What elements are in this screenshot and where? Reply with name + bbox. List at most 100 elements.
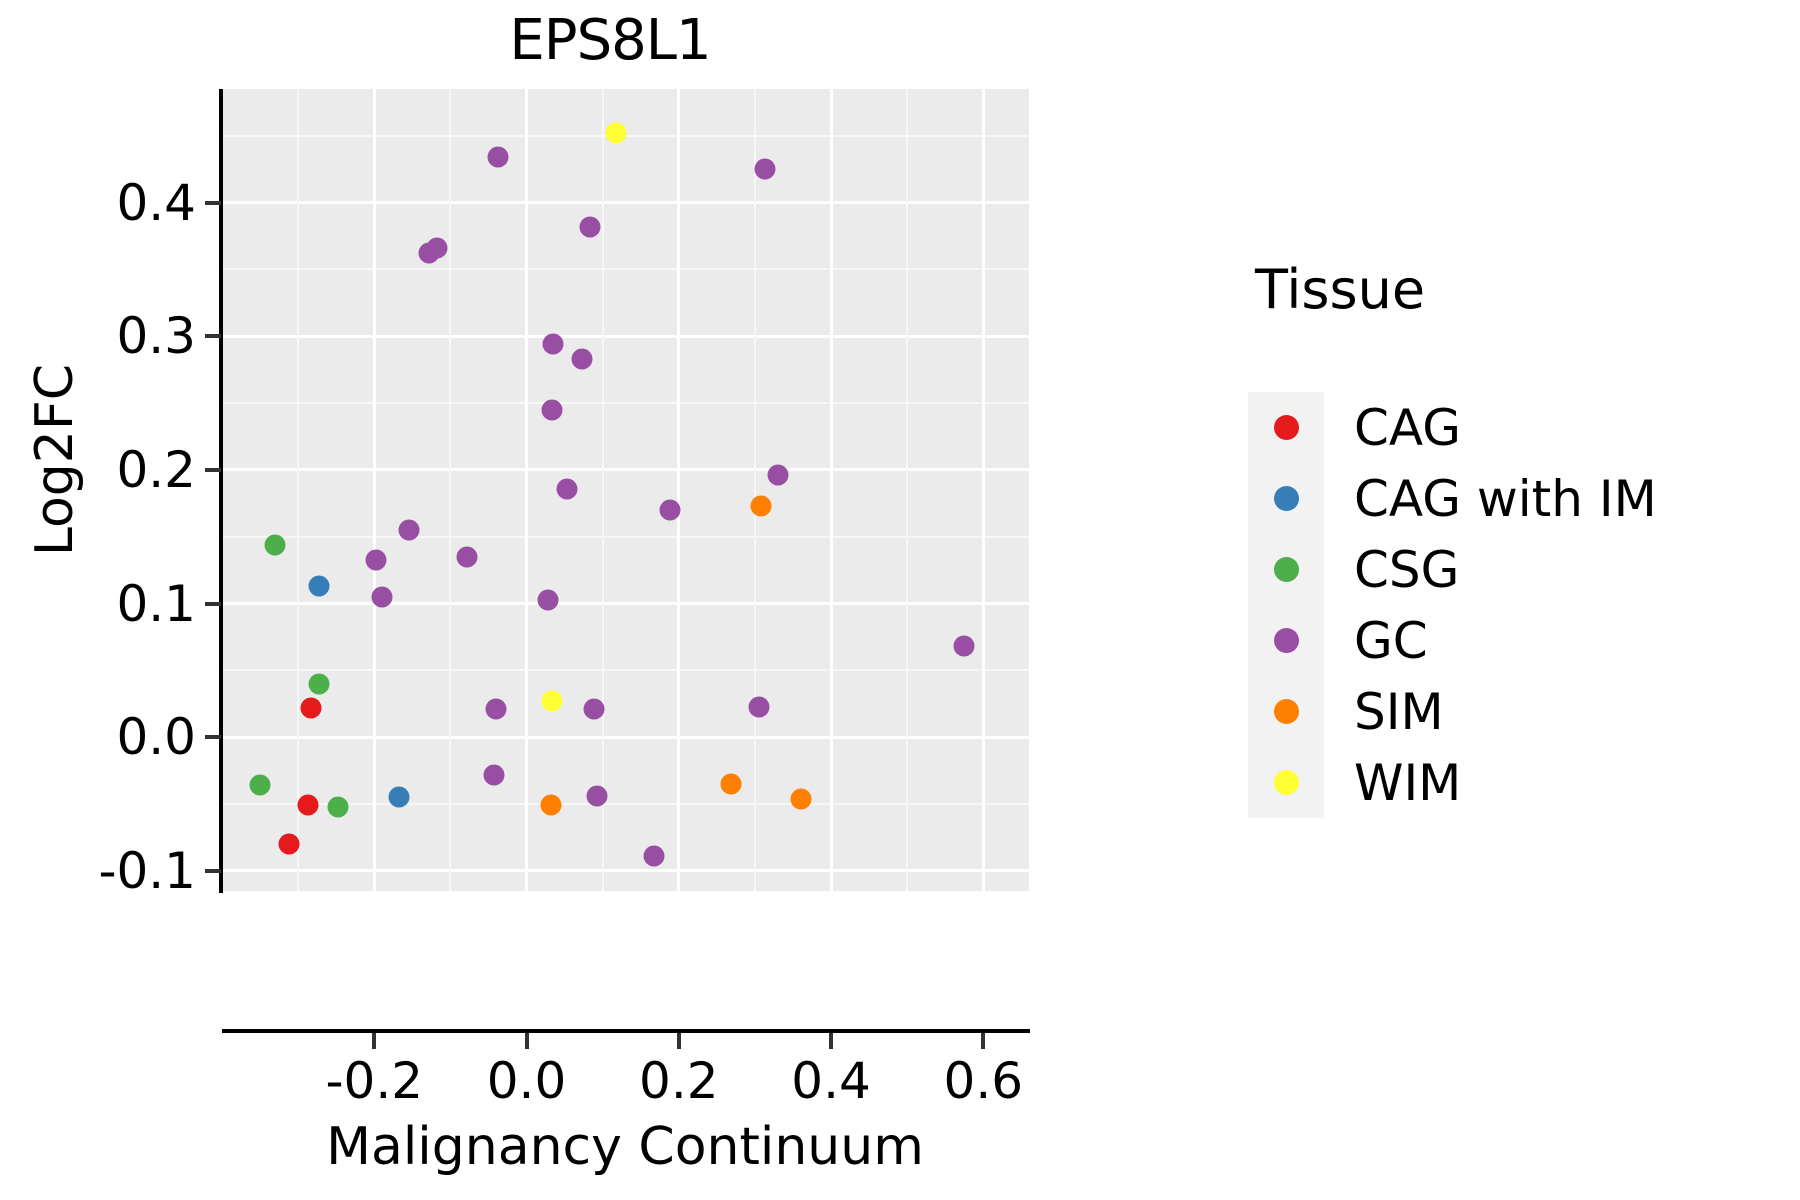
legend-title: Tissue <box>1255 258 1426 321</box>
gridline-vertical <box>906 89 909 891</box>
gridline-horizontal <box>222 334 1029 338</box>
plot-panel <box>222 89 1029 891</box>
x-tick-mark <box>676 1033 681 1049</box>
legend-item-label: GC <box>1354 611 1428 670</box>
data-point-sim <box>790 788 812 810</box>
legend-item-label: WIM <box>1354 753 1462 812</box>
legend-swatch-container <box>1248 463 1324 534</box>
data-point-cag <box>300 697 322 719</box>
legend-swatch-container <box>1248 392 1324 463</box>
data-point-gc <box>371 586 393 608</box>
gridline-vertical <box>601 89 604 891</box>
data-point-gc <box>953 635 975 657</box>
data-point-csg <box>249 774 271 796</box>
x-tick-mark <box>829 1033 834 1049</box>
gridline-vertical <box>525 89 529 891</box>
legend-color-dot-icon <box>1273 557 1299 582</box>
data-point-csg <box>264 534 286 556</box>
gridline-horizontal <box>222 669 1029 672</box>
data-point-csg <box>327 796 349 818</box>
x-tick-label: 0.2 <box>639 1052 719 1110</box>
data-point-gc <box>643 845 665 867</box>
data-point-gc <box>398 519 420 541</box>
gridline-vertical <box>449 89 452 891</box>
legend-color-dot-icon <box>1273 486 1299 511</box>
data-point-gc <box>418 242 440 264</box>
data-point-gc <box>537 589 559 611</box>
legend-swatch-container <box>1248 676 1324 747</box>
legend-item-wim[interactable]: WIM <box>1248 747 1657 818</box>
legend-item-label: CSG <box>1354 540 1460 599</box>
y-tick-mark <box>205 735 221 740</box>
y-tick-mark <box>205 467 221 472</box>
legend-item-label: CAG with IM <box>1354 469 1657 528</box>
data-point-cag-with-im <box>308 575 330 597</box>
data-point-gc <box>571 348 593 370</box>
legend-swatch-container <box>1248 605 1324 676</box>
data-point-gc <box>541 399 563 421</box>
legend-swatch-container <box>1248 747 1324 818</box>
x-axis-title: Malignancy Continuum <box>326 1117 924 1177</box>
y-tick-mark <box>205 200 221 205</box>
gridline-horizontal <box>222 468 1029 472</box>
legend-item-cag[interactable]: CAG <box>1248 392 1657 463</box>
y-tick-mark <box>205 868 221 873</box>
y-tick-label: 0.3 <box>116 307 196 366</box>
data-point-gc <box>754 158 776 180</box>
y-tick-mark <box>205 334 221 339</box>
data-point-gc <box>583 698 605 720</box>
x-tick-mark <box>981 1033 986 1049</box>
data-point-cag <box>297 794 319 816</box>
legend-item-gc[interactable]: GC <box>1248 605 1657 676</box>
data-point-gc <box>483 764 505 786</box>
data-point-csg <box>308 673 330 695</box>
y-tick-label: 0.0 <box>116 708 196 767</box>
x-tick-label: -0.2 <box>325 1052 424 1110</box>
data-point-sim <box>750 495 772 517</box>
x-tick-mark <box>524 1033 529 1049</box>
data-point-cag-with-im <box>388 786 410 808</box>
x-tick-label: 0.6 <box>943 1052 1024 1110</box>
data-point-cag <box>278 833 300 855</box>
legend-color-dot-icon <box>1273 699 1299 724</box>
data-point-gc <box>748 696 770 718</box>
y-axis-line <box>219 89 223 893</box>
gridline-horizontal <box>222 735 1029 739</box>
legend-item-sim[interactable]: SIM <box>1248 676 1657 747</box>
data-point-gc <box>586 785 608 807</box>
gridline-vertical <box>297 89 300 891</box>
legend-color-dot-icon <box>1273 628 1299 653</box>
data-point-gc <box>579 216 601 238</box>
legend-color-dot-icon <box>1273 415 1299 440</box>
gridline-horizontal <box>222 201 1029 205</box>
legend-swatch-container <box>1248 534 1324 605</box>
data-point-sim <box>720 773 742 795</box>
y-tick-mark <box>205 601 221 606</box>
data-point-gc <box>365 549 387 570</box>
gridline-vertical <box>981 89 985 891</box>
legend-item-label: CAG <box>1354 398 1461 457</box>
x-axis-line <box>222 1029 1030 1033</box>
gridline-horizontal <box>222 535 1029 538</box>
x-tick-mark <box>372 1033 377 1049</box>
gridline-vertical <box>372 89 376 891</box>
data-point-gc <box>485 698 507 720</box>
gridline-horizontal <box>222 268 1029 271</box>
data-point-wim <box>541 690 563 712</box>
data-point-gc <box>556 478 578 500</box>
legend-item-csg[interactable]: CSG <box>1248 534 1657 605</box>
data-point-gc <box>542 333 564 355</box>
x-tick-label: 0.0 <box>486 1052 567 1110</box>
y-tick-label: -0.1 <box>98 841 196 900</box>
data-point-gc <box>767 464 789 486</box>
legend-item-cag-with-im[interactable]: CAG with IM <box>1248 463 1657 534</box>
data-point-gc <box>456 546 478 568</box>
gridline-horizontal <box>222 803 1029 806</box>
gridline-vertical <box>829 89 833 891</box>
y-tick-label: 0.2 <box>116 440 196 499</box>
gridline-horizontal <box>222 402 1029 405</box>
legend-color-dot-icon <box>1273 770 1299 795</box>
legend: Tissue <box>1255 258 1425 347</box>
data-point-wim <box>605 122 627 144</box>
